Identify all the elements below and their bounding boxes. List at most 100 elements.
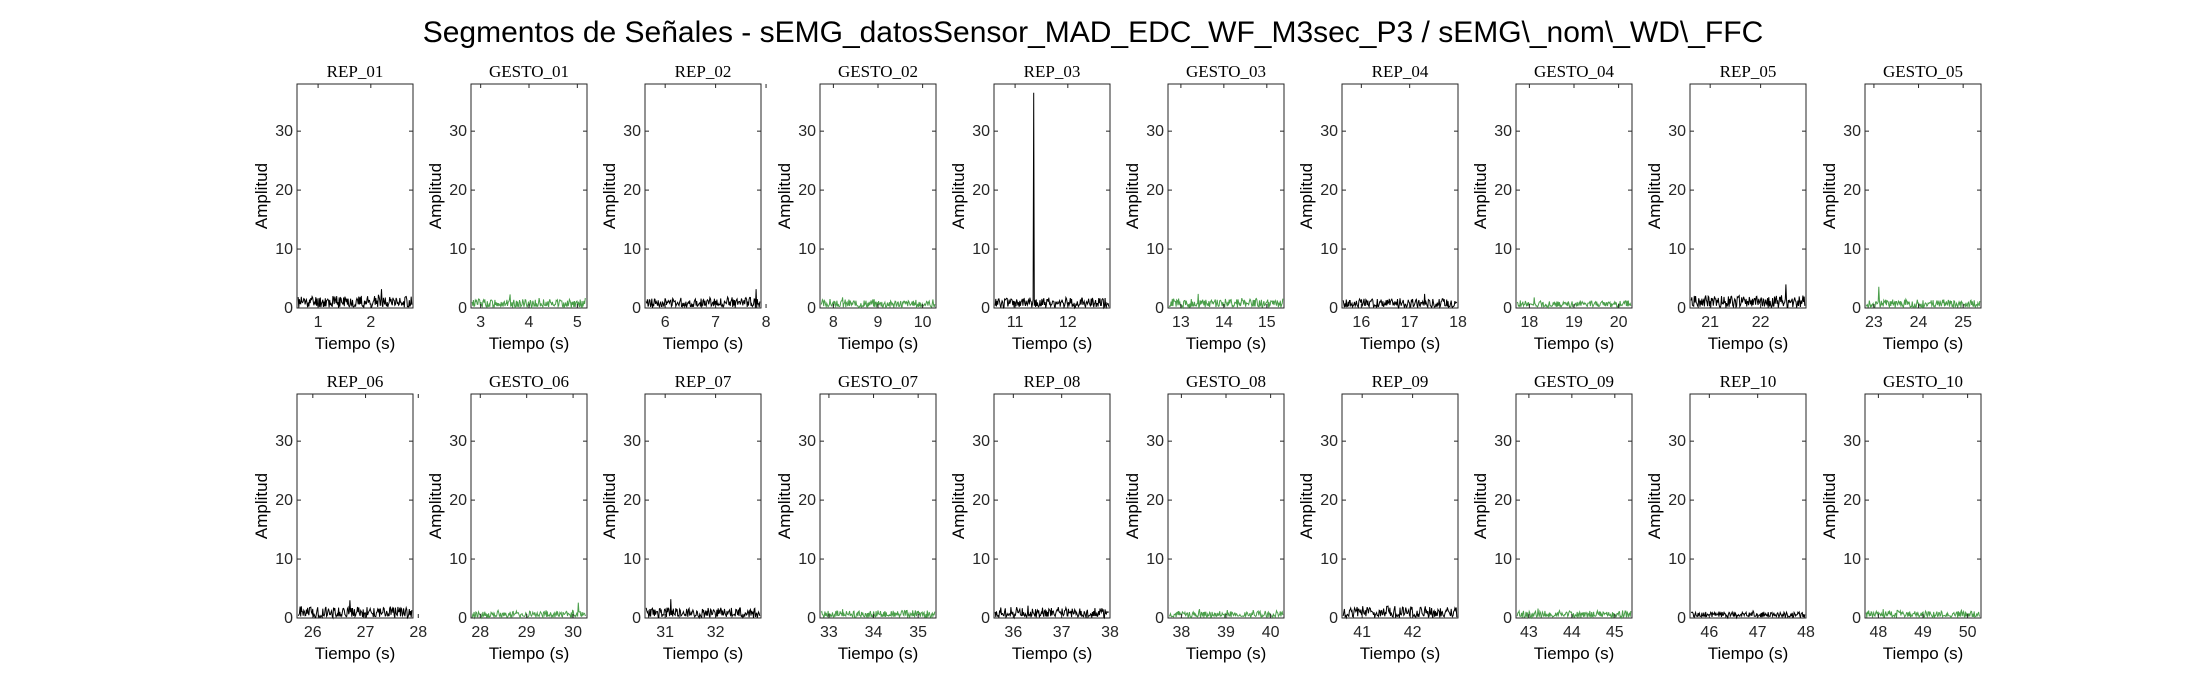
subplot-title: REP_02 [675, 62, 732, 81]
y-tick-label: 30 [798, 433, 816, 450]
y-tick-label: 30 [1668, 123, 1686, 140]
y-tick-label: 0 [1329, 300, 1338, 317]
x-tick-label: 27 [357, 624, 375, 641]
subplot-title: REP_03 [1024, 62, 1081, 81]
y-tick-label: 10 [972, 241, 990, 258]
axes-box [1341, 393, 1459, 619]
signal-line [645, 599, 761, 620]
y-tick-label: 20 [1146, 492, 1164, 509]
y-tick-label: 10 [1146, 241, 1164, 258]
x-tick-label: 43 [1520, 624, 1538, 641]
y-tick-label: 0 [458, 610, 467, 627]
y-tick-label: 20 [275, 182, 293, 199]
y-tick-label: 10 [275, 551, 293, 568]
y-tick-label: 10 [1668, 241, 1686, 258]
y-tick-label: 10 [449, 241, 467, 258]
y-tick-label: 20 [1843, 182, 1861, 199]
y-tick-label: 20 [1668, 182, 1686, 199]
y-axis-label: Amplitud [426, 163, 445, 229]
y-tick-label: 30 [1320, 433, 1338, 450]
axes-box [819, 83, 937, 309]
subplot-gesto-06: 0 10 20 30 28 29 30 GESTO_06 Tiempo (s) Amplitud [426, 372, 588, 663]
axes-box [644, 83, 762, 309]
x-tick-label: 40 [1262, 624, 1280, 641]
y-tick-label: 30 [449, 433, 467, 450]
x-axis-label: Tiempo (s) [1360, 334, 1441, 353]
axes-box [1515, 393, 1633, 619]
subplot-title: REP_09 [1372, 372, 1429, 391]
y-tick-label: 10 [1494, 241, 1512, 258]
axes-box [1689, 393, 1807, 619]
y-tick-label: 0 [632, 300, 641, 317]
x-axis-label: Tiempo (s) [315, 644, 396, 663]
y-tick-label: 20 [623, 492, 641, 509]
x-tick-label: 7 [711, 314, 720, 331]
y-tick-label: 0 [1677, 300, 1686, 317]
y-tick-label: 30 [1494, 433, 1512, 450]
y-tick-label: 30 [1843, 123, 1861, 140]
x-tick-label: 2 [366, 314, 375, 331]
subplot-gesto-04: 0 10 20 30 18 19 20 GESTO_04 Tiempo (s) Amplitud [1471, 62, 1633, 353]
x-tick-label: 48 [1869, 624, 1887, 641]
subplot-gesto-05: 0 10 20 30 23 24 25 GESTO_05 Tiempo (s) Amplitud [1820, 62, 1982, 353]
subplot-rep-04: 0 10 20 30 16 17 18 REP_04 Tiempo (s) Amplitud [1297, 62, 1467, 353]
x-tick-label: 24 [1910, 314, 1928, 331]
y-axis-label: Amplitud [1123, 473, 1142, 539]
x-tick-label: 38 [1101, 624, 1119, 641]
x-tick-label: 41 [1353, 624, 1371, 641]
y-axis-label: Amplitud [1645, 473, 1664, 539]
y-tick-label: 20 [623, 182, 641, 199]
subplot-title: GESTO_08 [1186, 372, 1266, 391]
x-tick-label: 28 [409, 624, 427, 641]
x-tick-label: 49 [1914, 624, 1932, 641]
signal-line [1690, 284, 1806, 309]
y-tick-label: 30 [275, 123, 293, 140]
y-tick-label: 0 [1677, 610, 1686, 627]
x-tick-label: 50 [1959, 624, 1977, 641]
subplot-gesto-01: 0 10 20 30 3 4 5 GESTO_01 Tiempo (s) Amplitud [426, 62, 588, 353]
x-tick-label: 30 [564, 624, 582, 641]
y-tick-label: 30 [623, 433, 641, 450]
signal-line [645, 289, 761, 309]
x-tick-label: 23 [1865, 314, 1883, 331]
y-tick-label: 20 [1668, 492, 1686, 509]
x-tick-label: 18 [1520, 314, 1538, 331]
x-tick-label: 46 [1700, 624, 1718, 641]
y-tick-label: 10 [1146, 551, 1164, 568]
y-tick-label: 20 [798, 492, 816, 509]
x-axis-label: Tiempo (s) [838, 334, 919, 353]
y-tick-label: 20 [1146, 182, 1164, 199]
y-tick-label: 30 [1668, 433, 1686, 450]
axes-box [819, 393, 937, 619]
x-axis-label: Tiempo (s) [663, 644, 744, 663]
y-tick-label: 0 [284, 610, 293, 627]
subplot-title: GESTO_02 [838, 62, 918, 81]
axes-box [1515, 83, 1633, 309]
axes-box [1689, 83, 1807, 309]
x-tick-label: 29 [518, 624, 536, 641]
subplot-gesto-03: 0 10 20 30 13 14 15 GESTO_03 Tiempo (s) Amplitud [1123, 62, 1285, 353]
subplot-title: REP_05 [1720, 62, 1777, 81]
x-axis-label: Tiempo (s) [1708, 334, 1789, 353]
subplot-title: REP_04 [1372, 62, 1429, 81]
y-axis-label: Amplitud [1645, 163, 1664, 229]
x-tick-label: 9 [874, 314, 883, 331]
y-tick-label: 20 [798, 182, 816, 199]
y-tick-label: 30 [1320, 123, 1338, 140]
subplot-rep-10: 0 10 20 30 46 47 48 REP_10 Tiempo (s) Amplitud [1645, 372, 1815, 663]
x-tick-label: 18 [1449, 314, 1467, 331]
y-axis-label: Amplitud [1820, 473, 1839, 539]
signal-line [297, 600, 413, 620]
subplot-rep-03: 0 10 20 30 11 12 REP_03 Tiempo (s) Amplitud [949, 62, 1111, 353]
y-tick-label: 30 [1494, 123, 1512, 140]
y-tick-label: 20 [1494, 182, 1512, 199]
y-tick-label: 30 [623, 123, 641, 140]
x-tick-label: 31 [656, 624, 674, 641]
y-tick-label: 10 [972, 551, 990, 568]
y-axis-label: Amplitud [1471, 163, 1490, 229]
x-tick-label: 32 [707, 624, 725, 641]
axes-box [1341, 83, 1459, 309]
axes-box [470, 83, 588, 309]
y-axis-label: Amplitud [426, 473, 445, 539]
x-tick-label: 26 [304, 624, 322, 641]
